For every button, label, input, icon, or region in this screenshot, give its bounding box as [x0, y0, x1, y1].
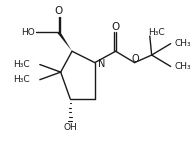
Text: O: O — [132, 54, 139, 64]
Text: HO: HO — [21, 28, 35, 37]
Text: O: O — [55, 6, 63, 16]
Text: O: O — [112, 22, 120, 32]
Polygon shape — [58, 31, 72, 51]
Text: H₃C: H₃C — [148, 28, 165, 37]
Text: OH: OH — [63, 123, 77, 132]
Text: H₃C: H₃C — [13, 60, 29, 69]
Text: H₃C: H₃C — [13, 75, 29, 84]
Text: CH₃: CH₃ — [174, 62, 191, 71]
Text: N: N — [98, 59, 105, 69]
Text: CH₃: CH₃ — [174, 39, 191, 48]
